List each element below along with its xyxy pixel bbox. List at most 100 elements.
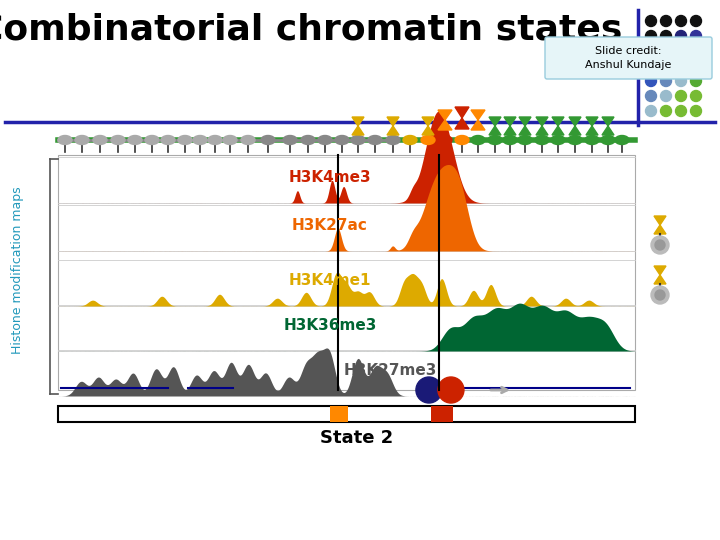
Ellipse shape bbox=[193, 136, 207, 145]
Circle shape bbox=[690, 60, 701, 71]
Polygon shape bbox=[654, 275, 666, 284]
Bar bbox=[330, 406, 348, 422]
Circle shape bbox=[690, 76, 701, 86]
Circle shape bbox=[690, 91, 701, 102]
Ellipse shape bbox=[75, 136, 89, 145]
Ellipse shape bbox=[551, 136, 565, 145]
Circle shape bbox=[675, 76, 686, 86]
Ellipse shape bbox=[301, 136, 315, 145]
Circle shape bbox=[646, 76, 657, 86]
Polygon shape bbox=[552, 117, 564, 126]
Polygon shape bbox=[422, 126, 434, 135]
Polygon shape bbox=[504, 117, 516, 126]
Polygon shape bbox=[455, 107, 469, 118]
Circle shape bbox=[675, 60, 686, 71]
Text: Slide credit:
Anshul Kundaje: Slide credit: Anshul Kundaje bbox=[585, 45, 671, 70]
Polygon shape bbox=[471, 110, 485, 120]
Polygon shape bbox=[602, 117, 614, 126]
Ellipse shape bbox=[58, 136, 72, 145]
Circle shape bbox=[655, 240, 665, 250]
Text: State 2: State 2 bbox=[320, 429, 393, 447]
Ellipse shape bbox=[386, 136, 400, 145]
Polygon shape bbox=[586, 126, 598, 135]
Ellipse shape bbox=[178, 136, 192, 145]
Polygon shape bbox=[569, 117, 581, 126]
Circle shape bbox=[660, 60, 672, 71]
Polygon shape bbox=[387, 117, 399, 126]
Ellipse shape bbox=[471, 136, 485, 145]
Polygon shape bbox=[654, 225, 666, 234]
Polygon shape bbox=[438, 110, 452, 120]
Polygon shape bbox=[504, 126, 516, 135]
Ellipse shape bbox=[368, 136, 382, 145]
Polygon shape bbox=[586, 117, 598, 126]
Ellipse shape bbox=[488, 136, 502, 145]
Polygon shape bbox=[455, 118, 469, 129]
Ellipse shape bbox=[241, 136, 255, 145]
Polygon shape bbox=[489, 126, 501, 135]
Ellipse shape bbox=[111, 136, 125, 145]
Circle shape bbox=[438, 377, 464, 403]
FancyBboxPatch shape bbox=[545, 37, 712, 79]
Polygon shape bbox=[489, 117, 501, 126]
Ellipse shape bbox=[161, 136, 175, 145]
Ellipse shape bbox=[261, 136, 275, 145]
Ellipse shape bbox=[145, 136, 159, 145]
Ellipse shape bbox=[283, 136, 297, 145]
Ellipse shape bbox=[128, 136, 142, 145]
Polygon shape bbox=[654, 266, 666, 275]
Text: H3K36me3: H3K36me3 bbox=[283, 318, 377, 333]
Polygon shape bbox=[387, 126, 399, 135]
Ellipse shape bbox=[455, 136, 469, 145]
Text: H3K4me1: H3K4me1 bbox=[289, 273, 372, 288]
Ellipse shape bbox=[518, 136, 532, 145]
Polygon shape bbox=[438, 120, 452, 130]
Circle shape bbox=[655, 290, 665, 300]
Circle shape bbox=[646, 60, 657, 71]
Ellipse shape bbox=[318, 136, 332, 145]
Circle shape bbox=[646, 30, 657, 42]
Polygon shape bbox=[536, 117, 548, 126]
Ellipse shape bbox=[585, 136, 599, 145]
Circle shape bbox=[690, 45, 701, 57]
Ellipse shape bbox=[535, 136, 549, 145]
Ellipse shape bbox=[421, 136, 435, 145]
Circle shape bbox=[675, 105, 686, 117]
Circle shape bbox=[675, 30, 686, 42]
Ellipse shape bbox=[93, 136, 107, 145]
Polygon shape bbox=[352, 126, 364, 135]
Bar bbox=[431, 406, 453, 422]
Polygon shape bbox=[519, 117, 531, 126]
Polygon shape bbox=[352, 117, 364, 126]
Polygon shape bbox=[536, 126, 548, 135]
Circle shape bbox=[416, 377, 442, 403]
Ellipse shape bbox=[208, 136, 222, 145]
Circle shape bbox=[651, 236, 669, 254]
Text: H3K4me3: H3K4me3 bbox=[289, 170, 372, 185]
Circle shape bbox=[646, 105, 657, 117]
Polygon shape bbox=[654, 216, 666, 225]
Text: H3K27me3: H3K27me3 bbox=[343, 363, 437, 378]
Circle shape bbox=[675, 16, 686, 26]
Polygon shape bbox=[602, 126, 614, 135]
Polygon shape bbox=[471, 120, 485, 130]
Circle shape bbox=[646, 16, 657, 26]
Circle shape bbox=[690, 105, 701, 117]
Bar bbox=[58, 406, 635, 422]
Circle shape bbox=[660, 76, 672, 86]
Ellipse shape bbox=[503, 136, 517, 145]
Ellipse shape bbox=[223, 136, 237, 145]
Circle shape bbox=[690, 16, 701, 26]
Circle shape bbox=[646, 91, 657, 102]
Ellipse shape bbox=[403, 136, 417, 145]
Ellipse shape bbox=[438, 136, 452, 145]
Circle shape bbox=[646, 45, 657, 57]
Ellipse shape bbox=[601, 136, 615, 145]
Polygon shape bbox=[552, 126, 564, 135]
Ellipse shape bbox=[351, 136, 365, 145]
Circle shape bbox=[690, 30, 701, 42]
Text: Histone modification maps: Histone modification maps bbox=[12, 186, 24, 354]
Polygon shape bbox=[569, 126, 581, 135]
Ellipse shape bbox=[568, 136, 582, 145]
Polygon shape bbox=[519, 126, 531, 135]
